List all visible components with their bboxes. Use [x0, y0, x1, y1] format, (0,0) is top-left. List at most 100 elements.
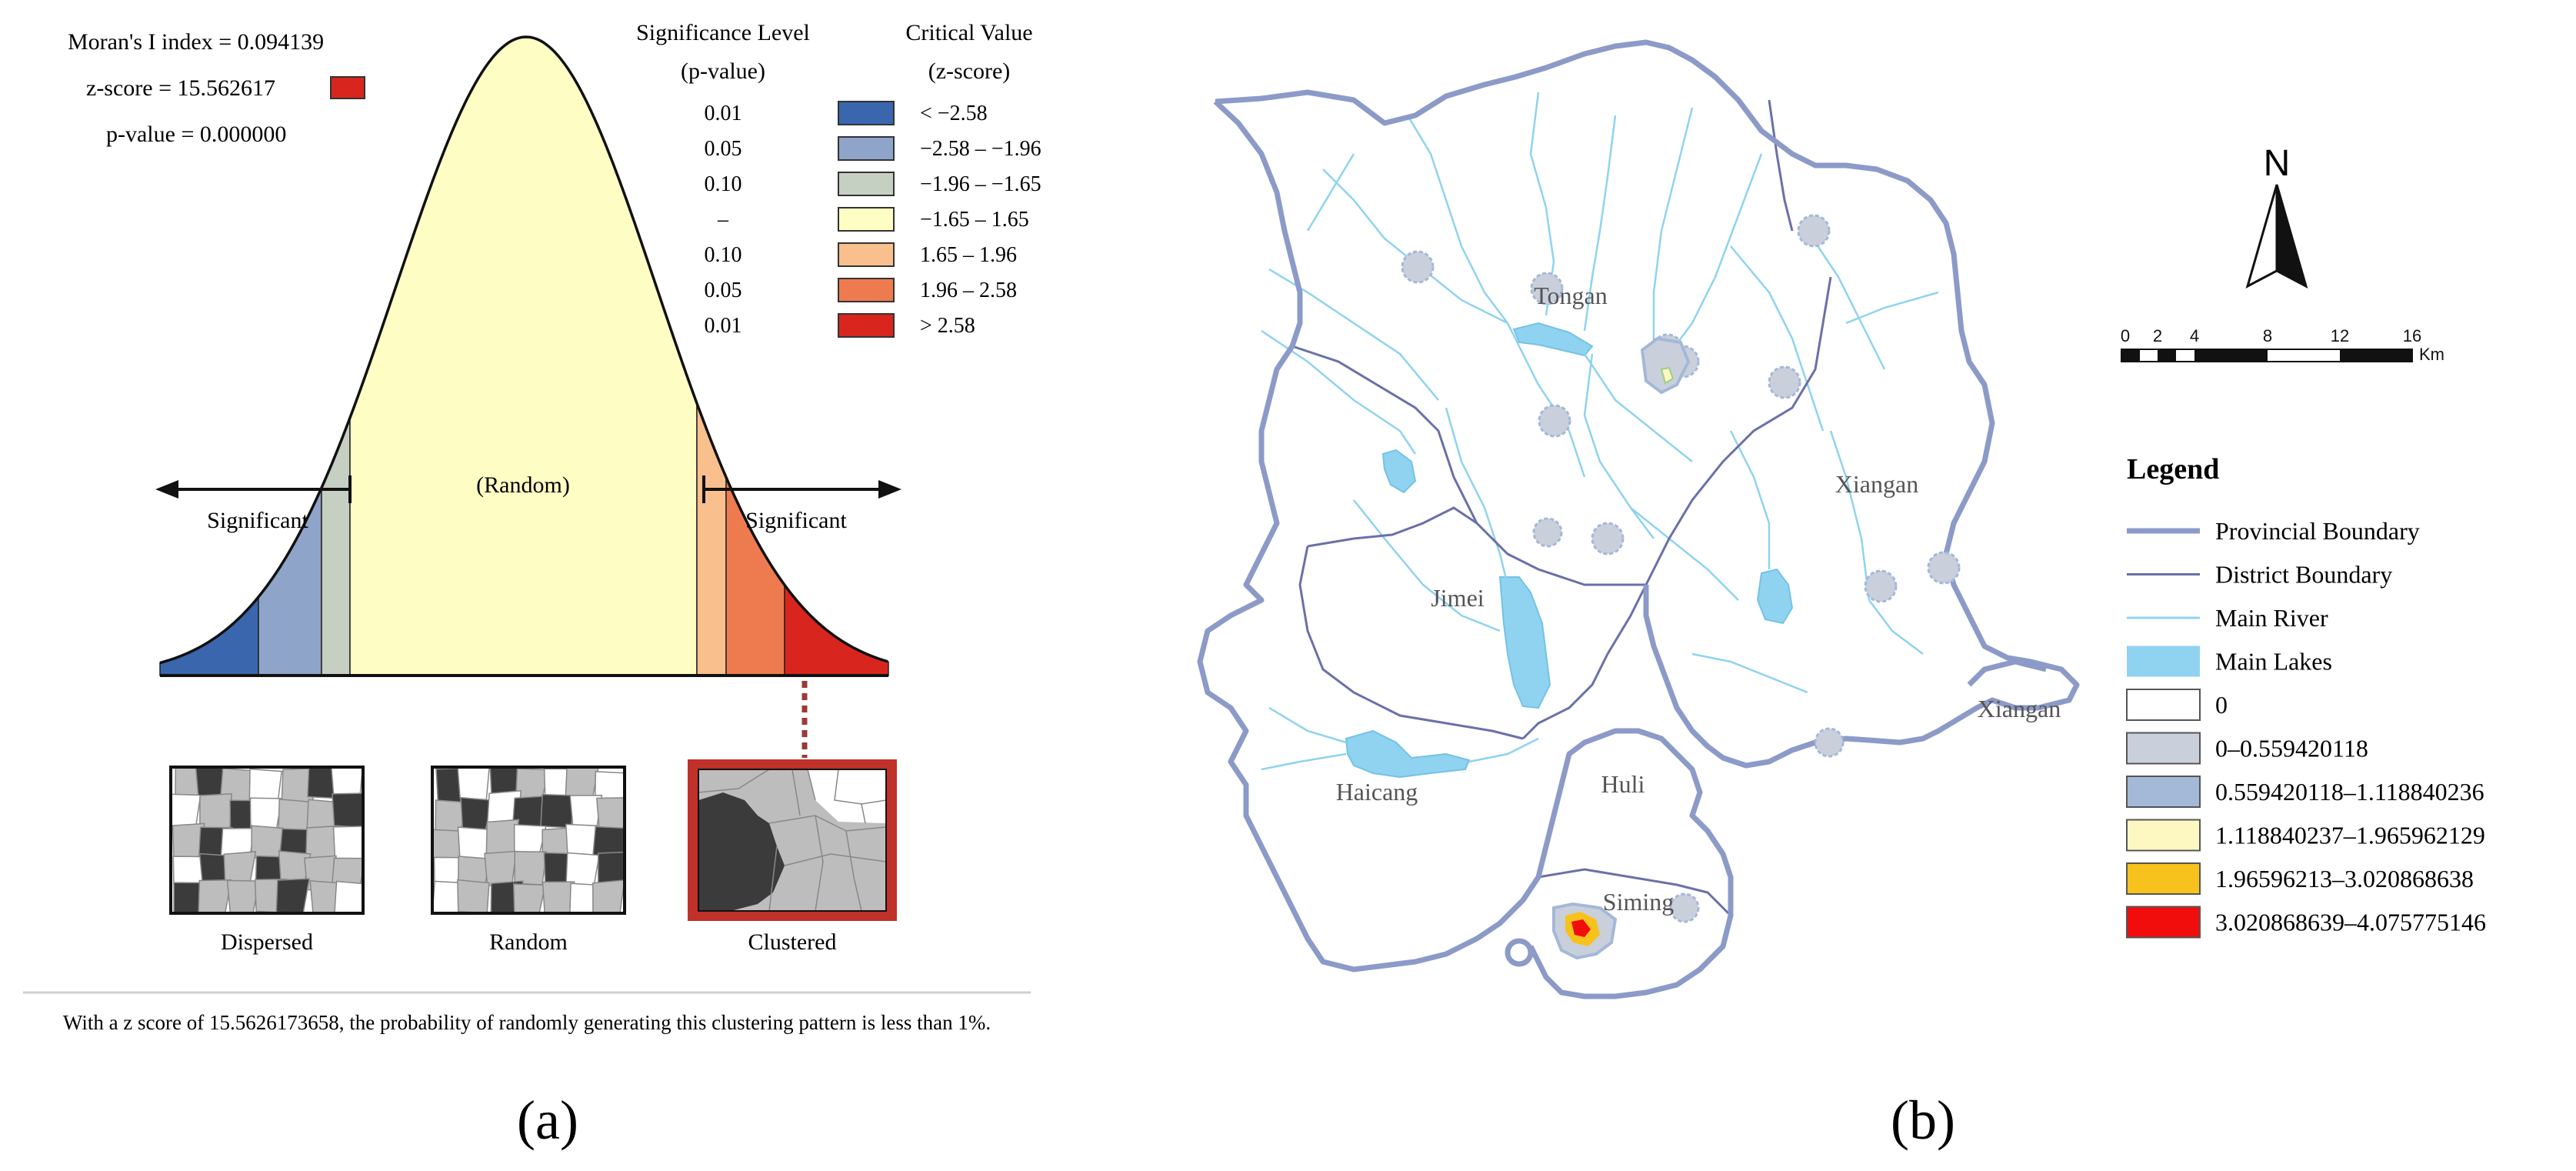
- legend-p-value: 0.01: [705, 102, 742, 125]
- z-score-text: z-score = 15.562617: [86, 75, 275, 101]
- legend-class-swatch: [2127, 689, 2200, 720]
- hotspots: [1402, 215, 1959, 958]
- legend-z-range: < −2.58: [920, 102, 988, 125]
- district-label-siming: Siming: [1603, 888, 1674, 916]
- map-legend: Provincial Boundary District Boundary Main…: [2127, 517, 2486, 938]
- left-arrow-head: [155, 480, 178, 499]
- legend-class-swatch: [2127, 776, 2200, 807]
- district-label-xiangan-island: Xiangan: [1978, 695, 2061, 722]
- legend-class-swatch: [2127, 863, 2200, 894]
- legend-swatch: [838, 314, 894, 337]
- pattern-clustered: [688, 759, 897, 921]
- legend-z-range: 1.65 – 1.96: [920, 243, 1017, 267]
- legend-p-value: 0.05: [705, 137, 742, 161]
- pattern-dispersed: [167, 763, 368, 916]
- significant-left-label: Significant: [207, 508, 308, 533]
- significance-legend-row: – −1.65 – 1.65: [717, 208, 1029, 232]
- map-legend-item: 0: [2127, 689, 2228, 720]
- legend-swatch: [838, 243, 894, 266]
- legend-item-label: 0–0.559420118: [2215, 735, 2368, 762]
- panel-a: Moran's I index = 0.094139 z-score = 15.…: [23, 20, 1041, 1151]
- map-legend-item: 0–0.559420118: [2127, 733, 2368, 764]
- significance-header-1: Significance Level: [636, 20, 810, 45]
- scale-tick-label: 2: [2153, 326, 2162, 345]
- scale-tick-label: 8: [2263, 326, 2272, 345]
- bell-segment-6: [785, 585, 888, 676]
- legend-item-label: 1.118840237–1.965962129: [2215, 822, 2485, 849]
- p-value-text: p-value = 0.000000: [106, 122, 286, 147]
- scale-tick-label: 0: [2121, 326, 2130, 345]
- pattern-label-clustered: Clustered: [748, 929, 837, 955]
- pattern-label-dispersed: Dispersed: [221, 929, 313, 955]
- pattern-random: [432, 766, 630, 917]
- critical-header-2: (z-score): [928, 58, 1011, 84]
- random-label: (Random): [476, 472, 570, 498]
- legend-item-label: 0.559420118–1.118840236: [2215, 778, 2484, 806]
- map-legend-item: 3.020868639–4.075775146: [2127, 907, 2486, 938]
- significance-legend-row: 0.01 < −2.58: [705, 102, 988, 125]
- scale-tick-label: 12: [2331, 326, 2349, 345]
- legend-item-label: Provincial Boundary: [2215, 517, 2420, 545]
- legend-z-range: −1.96 – −1.65: [920, 172, 1041, 196]
- legend-z-range: > 2.58: [920, 314, 975, 338]
- legend-z-range: −2.58 – −1.96: [920, 137, 1041, 161]
- legend-swatch: [838, 279, 894, 302]
- significance-legend-row: 0.10 1.65 – 1.96: [705, 243, 1018, 267]
- scale-tick-label: 16: [2403, 326, 2421, 345]
- legend-p-value: 0.01: [705, 314, 742, 338]
- legend-title: Legend: [2127, 453, 2219, 485]
- legend-item-label: District Boundary: [2215, 561, 2392, 589]
- panel-b-label: (b): [1891, 1089, 1955, 1151]
- significance-legend: 0.01 < −2.58 0.05 −2.58 – −1.96 0.10 −1.96 – …: [705, 102, 1041, 338]
- bell-segment-3: [350, 37, 697, 676]
- significance-header-2: (p-value): [681, 58, 765, 84]
- map-legend-item: 0.559420118–1.118840236: [2127, 776, 2484, 807]
- legend-p-value: 0.10: [705, 243, 742, 267]
- district-label-huli: Huli: [1601, 770, 1645, 798]
- legend-item-label: Main Lakes: [2215, 648, 2332, 676]
- scale-unit: Km: [2419, 345, 2444, 364]
- panel-a-caption: With a z score of 15.5626173658, the pro…: [63, 1011, 991, 1034]
- significant-right-label: Significant: [745, 508, 847, 533]
- map-legend-item: Main River: [2127, 604, 2328, 632]
- legend-p-value: 0.05: [705, 279, 742, 302]
- bell-segment-5: [726, 477, 785, 676]
- panel-a-label: (a): [517, 1089, 578, 1151]
- legend-p-value: 0.10: [705, 172, 742, 196]
- legend-swatch: [838, 102, 894, 125]
- map-legend-item: Main Lakes: [2127, 646, 2332, 677]
- panel-b: Tongan Xiangan Jimei Haicang Huli Siming…: [1200, 42, 2486, 1151]
- legend-swatch: [838, 137, 894, 160]
- legend-p-value: –: [717, 208, 729, 232]
- district-label-jimei: Jimei: [1431, 584, 1484, 612]
- pattern-label-random: Random: [489, 929, 568, 955]
- map-legend-item: 1.96596213–3.020868638: [2127, 863, 2474, 894]
- map-legend-item: District Boundary: [2127, 561, 2392, 589]
- right-arrow-head: [878, 480, 901, 499]
- morans-i-text: Moran's I index = 0.094139: [68, 29, 324, 55]
- legend-class-swatch: [2127, 820, 2200, 851]
- legend-item-label: 1.96596213–3.020868638: [2215, 865, 2474, 892]
- legend-item-label: 3.020868639–4.075775146: [2215, 909, 2486, 936]
- significance-legend-row: 0.01 > 2.58: [705, 314, 975, 338]
- district-label-xiangan: Xiangan: [1835, 470, 1918, 498]
- significance-legend-row: 0.05 1.96 – 2.58: [705, 279, 1018, 302]
- legend-lake-swatch: [2127, 646, 2200, 677]
- scale-bar: 0 2 4 8 12 16 Km: [2121, 326, 2444, 364]
- map-legend-item: Provincial Boundary: [2127, 517, 2420, 545]
- north-label: N: [2264, 143, 2291, 184]
- legend-z-range: −1.65 – 1.65: [920, 208, 1029, 232]
- legend-swatch: [838, 208, 894, 231]
- north-arrow-icon: [2248, 185, 2306, 286]
- map-legend-item: 1.118840237–1.965962129: [2127, 820, 2485, 851]
- legend-item-label: Main River: [2215, 604, 2328, 632]
- legend-class-swatch: [2127, 907, 2200, 938]
- district-label-tongan: Tongan: [1534, 282, 1608, 309]
- legend-item-label: 0: [2215, 691, 2228, 719]
- significance-legend-row: 0.05 −2.58 – −1.96: [705, 137, 1041, 161]
- significance-legend-row: 0.10 −1.96 – −1.65: [705, 172, 1041, 196]
- scale-tick-label: 4: [2190, 326, 2199, 345]
- bell-segment-0: [160, 597, 258, 676]
- legend-class-swatch: [2127, 733, 2200, 764]
